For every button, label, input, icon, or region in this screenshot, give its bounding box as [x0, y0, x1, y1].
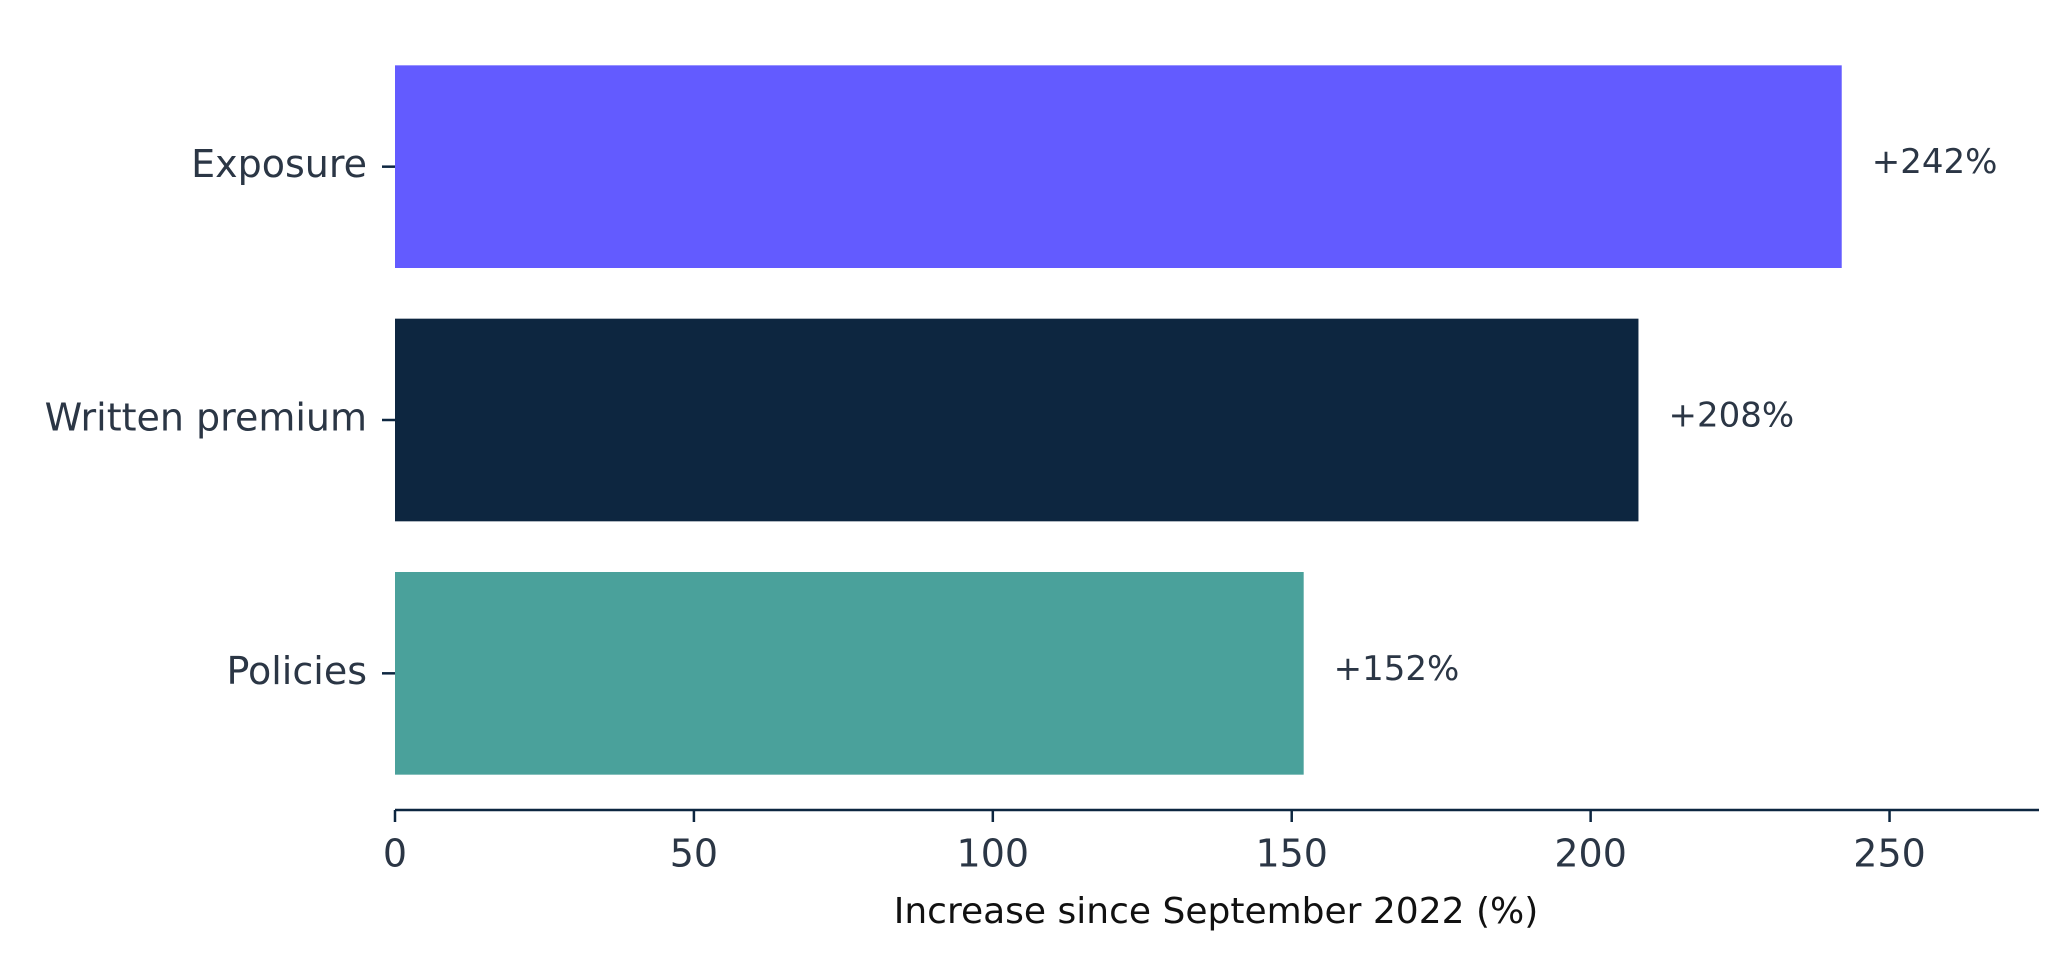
value-label: +152% — [1334, 649, 1460, 689]
value-label: +242% — [1872, 142, 1998, 182]
bar — [395, 318, 1639, 522]
y-tick-label: Written premium — [45, 396, 367, 440]
x-tick-label: 200 — [1554, 832, 1627, 876]
x-tick-label: 0 — [383, 832, 407, 876]
y-tick-label: Exposure — [191, 142, 367, 186]
bar — [395, 572, 1304, 775]
x-tick-label: 250 — [1853, 832, 1926, 876]
x-axis-label: Increase since September 2022 (%) — [894, 891, 1539, 932]
value-label: +208% — [1668, 396, 1794, 436]
x-tick-label: 100 — [957, 832, 1030, 876]
x-tick-label: 50 — [670, 832, 718, 876]
y-tick-label: Policies — [226, 649, 367, 693]
x-tick-label: 150 — [1255, 832, 1328, 876]
bar — [395, 65, 1842, 268]
